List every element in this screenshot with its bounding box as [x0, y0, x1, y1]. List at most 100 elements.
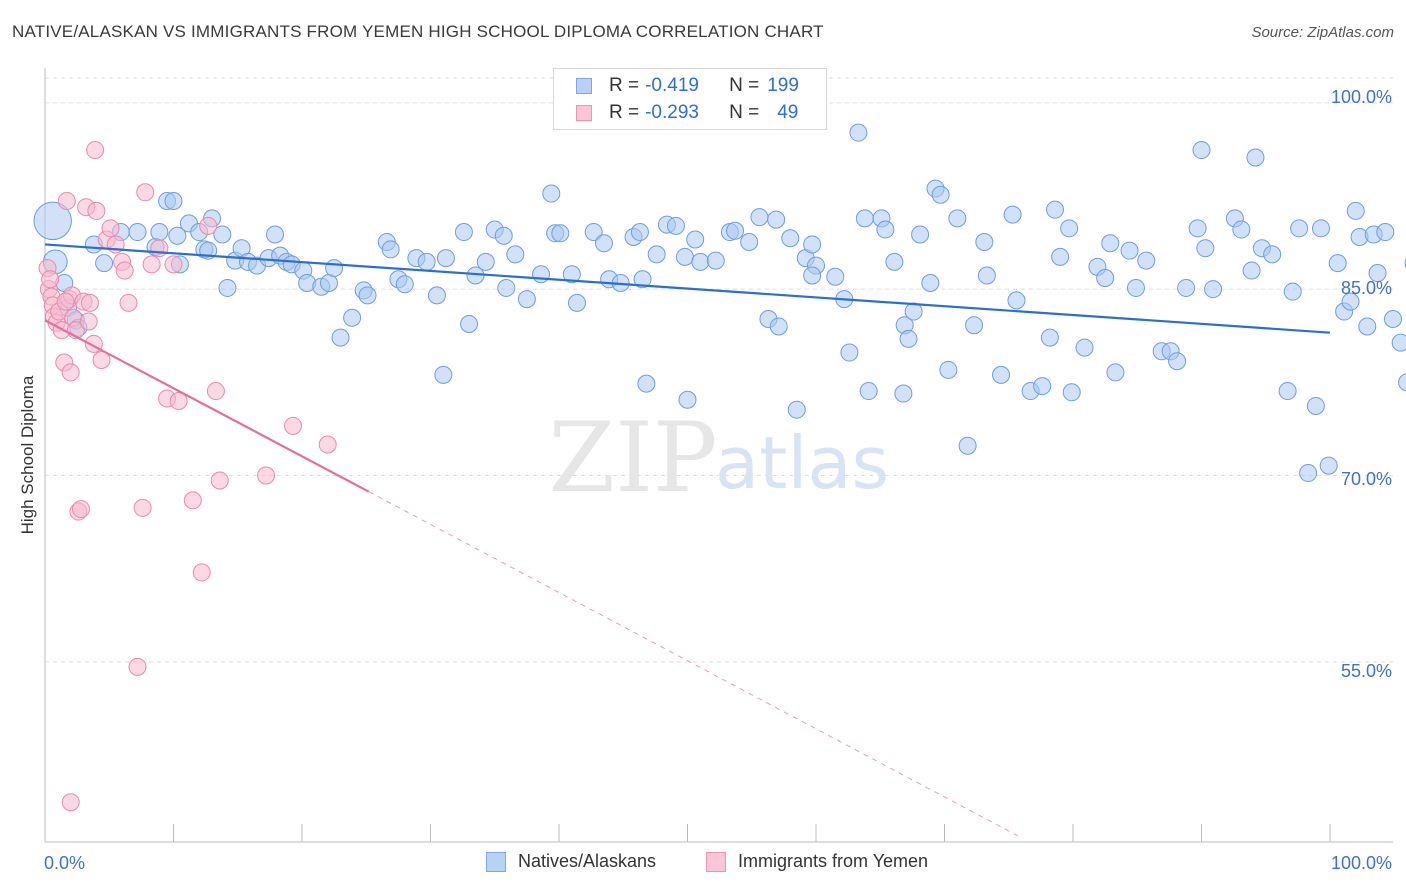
- data-point-natives: [1196, 239, 1215, 258]
- data-point-natives: [678, 390, 697, 409]
- data-point-natives: [691, 252, 710, 271]
- data-point-natives: [1204, 280, 1223, 299]
- legend-label-yemen: Immigrants from Yemen: [738, 851, 929, 871]
- data-point-yemen: [192, 563, 211, 582]
- data-point-natives: [1177, 278, 1196, 297]
- legend-item-natives[interactable]: Natives/Alaskans: [486, 851, 656, 872]
- data-point-yemen: [318, 435, 337, 454]
- data-point-yemen: [169, 391, 188, 410]
- data-point-natives: [647, 245, 666, 264]
- data-point-natives: [1033, 377, 1052, 396]
- data-point-natives: [1278, 382, 1297, 401]
- data-point-natives: [266, 225, 285, 244]
- n-label: N =: [729, 75, 760, 96]
- legend-swatch-blue: [576, 78, 592, 94]
- data-point-natives: [1368, 264, 1387, 283]
- data-point-yemen: [128, 657, 147, 676]
- data-point-natives: [1299, 464, 1318, 483]
- series-legend: Natives/Alaskans Immigrants from Yemen: [0, 851, 1406, 877]
- data-point-natives: [436, 249, 455, 268]
- data-point-natives: [1242, 261, 1261, 280]
- stats-legend-row-yemen: R = -0.293 N = 49: [576, 100, 798, 126]
- data-point-natives: [497, 278, 516, 297]
- data-point-natives: [633, 270, 652, 289]
- data-point-natives: [1003, 205, 1022, 224]
- data-point-natives: [921, 273, 940, 292]
- data-point-natives: [1060, 219, 1079, 238]
- data-point-yemen: [56, 292, 75, 311]
- data-point-yemen: [71, 500, 90, 519]
- data-point-yemen: [61, 363, 80, 382]
- data-point-yemen: [136, 183, 155, 202]
- data-point-natives: [1346, 201, 1365, 220]
- data-point-natives: [855, 209, 874, 228]
- r-value: -0.419: [645, 75, 699, 96]
- data-point-yemen: [183, 491, 202, 510]
- data-point-natives: [826, 267, 845, 286]
- data-point-natives: [567, 293, 586, 312]
- data-point-natives: [213, 225, 232, 244]
- axes: [44, 68, 1393, 843]
- data-point-natives: [787, 400, 806, 419]
- data-point-natives: [975, 232, 994, 251]
- data-point-natives: [395, 275, 414, 294]
- data-point-yemen: [119, 293, 138, 312]
- y-tick-label-100: 100.0%: [1330, 87, 1392, 107]
- n-value: 49: [777, 102, 799, 123]
- data-point-natives: [1137, 251, 1156, 270]
- data-point-natives: [1040, 328, 1059, 347]
- data-point-natives: [686, 230, 705, 249]
- data-point-natives: [325, 259, 344, 278]
- data-point-yemen: [142, 255, 161, 274]
- data-point-natives: [1126, 278, 1145, 297]
- data-point-natives: [1062, 383, 1081, 402]
- y-tick-label-55: 55.0%: [1340, 661, 1392, 681]
- data-point-yemen: [61, 793, 80, 812]
- n-label: N =: [729, 102, 760, 123]
- data-point-natives: [584, 223, 603, 242]
- trend-line-yemen-extension: [368, 491, 1018, 837]
- data-point-yemen: [79, 312, 98, 331]
- data-point-natives: [803, 235, 822, 254]
- data-point-natives: [551, 224, 570, 243]
- data-point-natives: [1319, 456, 1338, 475]
- data-point-natives: [899, 329, 918, 348]
- data-point-natives: [128, 223, 147, 242]
- legend-label-natives: Natives/Alaskans: [518, 851, 657, 871]
- data-point-yemen: [115, 261, 134, 280]
- data-point-natives: [781, 229, 800, 248]
- watermark: ZIP atlas: [548, 402, 889, 514]
- data-point-natives: [164, 191, 183, 210]
- data-point-natives: [1232, 220, 1251, 239]
- data-point-natives: [1120, 241, 1139, 260]
- data-point-natives: [358, 286, 377, 305]
- data-point-yemen: [164, 255, 183, 274]
- data-point-natives: [859, 382, 878, 401]
- data-point-natives: [1283, 282, 1302, 301]
- trend-lines: [44, 243, 1331, 837]
- data-point-natives: [532, 265, 551, 284]
- data-point-natives: [454, 223, 473, 242]
- x-tick-label-min: 0.0%: [44, 853, 86, 873]
- data-point-yemen: [199, 216, 218, 235]
- data-point-natives: [1051, 247, 1070, 266]
- data-point-natives: [1075, 338, 1094, 357]
- data-point-natives: [911, 225, 930, 244]
- data-point-natives: [1306, 396, 1325, 415]
- trend-line-yemen: [44, 319, 370, 493]
- data-point-natives: [95, 254, 114, 273]
- watermark-zip: ZIP: [548, 402, 717, 514]
- legend-item-yemen[interactable]: Immigrants from Yemen: [706, 851, 928, 872]
- data-point-natives: [894, 384, 913, 403]
- data-point-natives: [417, 252, 436, 271]
- data-point-natives: [1046, 200, 1065, 219]
- data-point-natives: [1341, 292, 1360, 311]
- data-point-natives: [494, 226, 513, 245]
- data-point-yemen: [41, 270, 60, 289]
- y-axis-label: High School Diploma: [18, 375, 37, 535]
- series-immigrants-yemen: [38, 141, 337, 812]
- data-point-natives: [977, 266, 996, 285]
- data-point-natives: [948, 209, 967, 228]
- data-point-yemen: [80, 293, 99, 312]
- data-point-natives: [1398, 373, 1406, 392]
